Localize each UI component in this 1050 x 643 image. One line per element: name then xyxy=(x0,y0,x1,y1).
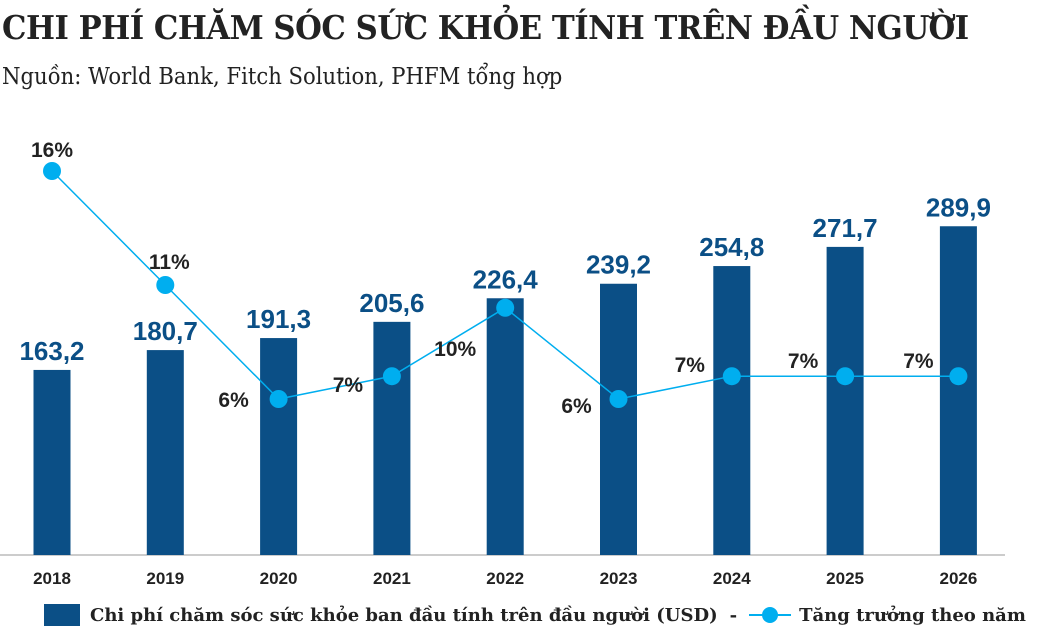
growth-value-label: 10% xyxy=(434,338,476,361)
x-tick-label: 2019 xyxy=(146,569,184,588)
x-tick-label: 2024 xyxy=(713,569,751,588)
legend-bar-swatch xyxy=(44,604,80,626)
legend-line-marker-icon xyxy=(749,604,792,626)
growth-point-2021 xyxy=(382,367,401,386)
growth-value-label: 7% xyxy=(675,354,706,377)
legend-bar-label: Chi phí chăm sóc sức khỏe ban đầu tính t… xyxy=(90,604,718,626)
legend: Chi phí chăm sóc sức khỏe ban đầu tính t… xyxy=(44,604,1026,626)
growth-point-2018 xyxy=(43,162,61,180)
chart-subtitle: Nguồn: World Bank, Fitch Solution, PHFM … xyxy=(2,64,563,90)
bar-2025 xyxy=(826,246,864,555)
bar-value-label: 254,8 xyxy=(699,232,764,262)
x-tick-label: 2018 xyxy=(33,569,71,588)
bar-2019 xyxy=(146,350,184,555)
bar-value-label: 191,3 xyxy=(246,304,311,334)
bar-value-label: 163,2 xyxy=(19,336,84,366)
bar-value-label: 205,6 xyxy=(359,288,424,318)
bar-value-label: 271,7 xyxy=(813,213,878,243)
bar-2021 xyxy=(373,321,411,555)
x-tick-label: 2023 xyxy=(600,569,638,588)
growth-point-2019 xyxy=(156,276,175,294)
growth-point-2026 xyxy=(949,367,968,386)
x-tick-label: 2020 xyxy=(260,569,298,588)
bar-2018 xyxy=(33,369,71,555)
x-tick-label: 2025 xyxy=(826,569,864,588)
bar-value-label: 289,9 xyxy=(926,192,991,222)
growth-value-label: 7% xyxy=(903,350,934,373)
growth-value-label: 7% xyxy=(788,350,819,373)
legend-line-label: Tăng trưởng theo năm xyxy=(799,604,1026,626)
bar-2024 xyxy=(713,266,751,555)
bar-value-label: 226,4 xyxy=(473,264,539,294)
growth-value-label: 7% xyxy=(333,374,364,397)
growth-value-label: 6% xyxy=(218,389,249,412)
growth-point-2020 xyxy=(269,390,288,408)
chart-title: CHI PHÍ CHĂM SÓC SỨC KHỎE TÍNH TRÊN ĐẦU … xyxy=(2,8,969,47)
bar-value-label: 239,2 xyxy=(586,250,651,280)
growth-point-2024 xyxy=(722,367,741,386)
bar-2020 xyxy=(260,338,298,555)
x-tick-label: 2022 xyxy=(486,569,524,588)
x-tick-label: 2026 xyxy=(939,569,977,588)
bar-2026 xyxy=(939,226,977,555)
growth-value-label: 16% xyxy=(31,139,73,162)
legend-separator: - xyxy=(729,604,738,626)
bar-2022 xyxy=(486,298,524,555)
growth-point-2025 xyxy=(836,367,855,386)
growth-point-2022 xyxy=(496,298,515,317)
bar-value-label: 180,7 xyxy=(133,316,198,346)
x-tick-label: 2021 xyxy=(373,569,411,588)
growth-value-label: 6% xyxy=(561,395,592,418)
chart-area: 163,2 2018 180,7 2019 191,3 2020 205,6 2021 226,… xyxy=(0,139,1005,588)
growth-point-2023 xyxy=(609,390,628,408)
bar-2023 xyxy=(600,283,637,555)
growth-value-label: 11% xyxy=(149,251,190,274)
